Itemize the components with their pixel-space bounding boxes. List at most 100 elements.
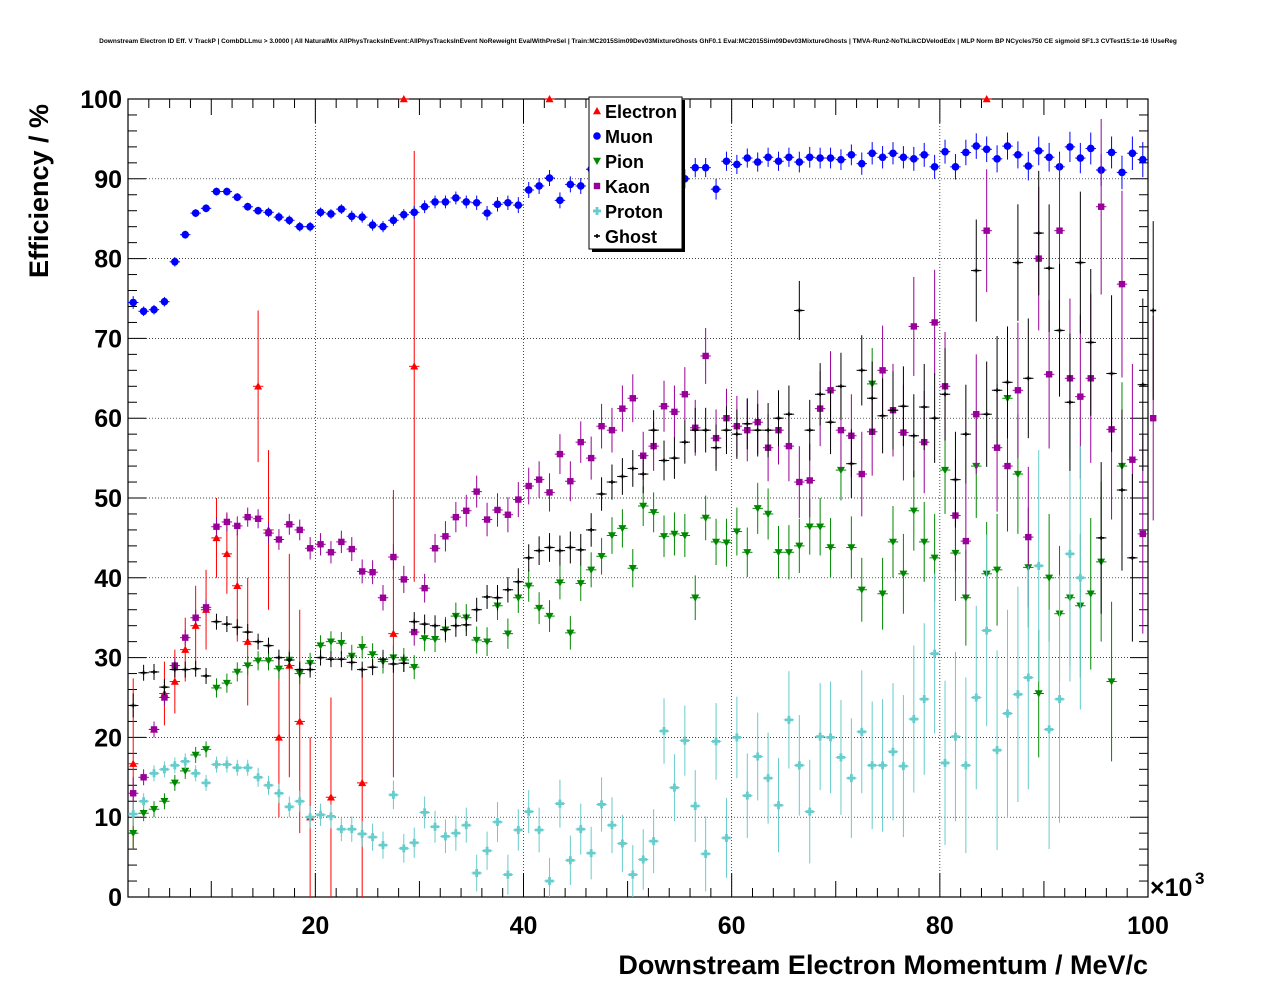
ghost-point <box>398 654 410 672</box>
ghost-marker <box>317 655 324 660</box>
muon-marker <box>545 174 554 182</box>
proton-point <box>388 780 399 810</box>
ghost-marker <box>390 661 397 666</box>
pion-point <box>471 626 482 654</box>
pion-point <box>669 512 680 556</box>
proton-marker <box>1003 709 1012 718</box>
kaon-point <box>908 276 920 376</box>
muon-marker <box>254 206 262 215</box>
pion-point <box>690 575 701 621</box>
pion-marker <box>826 544 835 552</box>
electron-marker <box>358 778 367 787</box>
pion-point <box>575 565 586 601</box>
proton-marker <box>462 821 471 830</box>
pion-marker <box>597 553 606 561</box>
proton-marker <box>670 783 679 792</box>
proton-marker <box>889 747 897 756</box>
electron-marker <box>233 581 242 589</box>
ghost-point <box>388 655 399 673</box>
proton-point <box>419 796 430 829</box>
electron-point <box>356 668 368 897</box>
proton-marker <box>337 825 346 834</box>
kaon-point <box>513 482 524 518</box>
proton-marker <box>847 774 856 783</box>
proton-point <box>544 857 555 897</box>
ghost-point <box>200 667 212 684</box>
pion-marker <box>764 510 773 518</box>
proton-point <box>752 712 763 801</box>
kaon-marker <box>442 533 449 540</box>
ghost-marker <box>702 428 709 433</box>
ghost-marker <box>775 416 782 421</box>
proton-marker <box>909 715 918 724</box>
pion-marker <box>222 679 231 688</box>
proton-marker <box>951 732 960 741</box>
kaon-marker <box>973 411 980 418</box>
ghost-marker <box>182 667 189 672</box>
pion-marker <box>909 507 918 515</box>
series-proton <box>128 426 1086 897</box>
proton-point <box>804 759 815 864</box>
pion-marker <box>899 570 908 578</box>
muon-point <box>1033 136 1044 166</box>
pion-point <box>898 533 909 614</box>
kaon-marker <box>411 628 418 636</box>
pion-point <box>232 662 243 682</box>
kaon-point <box>575 421 586 463</box>
pion-point <box>533 592 545 625</box>
muon-marker <box>1138 155 1147 164</box>
ghost-marker <box>452 623 459 628</box>
proton-point <box>700 816 711 892</box>
ghost-point <box>315 649 326 666</box>
muon-marker <box>524 186 533 194</box>
proton-marker <box>1034 561 1043 570</box>
ghost-point <box>742 398 753 450</box>
kaon-marker <box>577 438 584 446</box>
legend-marker-proton <box>593 207 601 216</box>
ghost-marker <box>858 368 865 373</box>
proton-marker <box>649 837 658 846</box>
proton-point <box>461 807 472 843</box>
kaon-marker <box>525 482 532 490</box>
kaon-point <box>252 509 264 529</box>
pion-point <box>409 655 420 680</box>
proton-point <box>710 703 722 780</box>
kaon-marker <box>1014 387 1022 394</box>
pion-marker <box>316 642 325 650</box>
pion-point <box>606 517 618 554</box>
ghost-marker <box>765 428 772 433</box>
ghost-marker <box>432 623 439 628</box>
kaon-point <box>565 461 576 502</box>
ghost-point <box>440 619 451 641</box>
ghost-marker <box>255 639 262 644</box>
kaon-point <box>617 385 628 432</box>
pion-point <box>648 492 659 533</box>
kaon-marker <box>223 518 231 526</box>
proton-marker <box>514 825 523 834</box>
proton-marker <box>202 778 211 787</box>
muon-marker <box>1024 162 1033 170</box>
kaon-marker <box>796 478 803 486</box>
kaon-marker <box>879 367 886 374</box>
proton-point <box>960 677 972 854</box>
muon-marker <box>160 297 169 306</box>
pion-point <box>596 537 607 575</box>
pion-marker <box>941 466 950 475</box>
ghost-marker <box>536 548 543 553</box>
kaon-point <box>388 544 399 570</box>
proton-point <box>846 718 857 838</box>
ghost-marker <box>1004 380 1011 385</box>
muon-point <box>356 211 368 223</box>
muon-point <box>450 191 462 205</box>
muon-marker <box>441 198 450 206</box>
kaon-marker <box>1045 371 1053 378</box>
kaon-marker <box>161 694 168 701</box>
ghost-marker <box>1118 488 1125 493</box>
muon-point <box>346 210 357 222</box>
proton-point <box>596 777 607 832</box>
proton-marker <box>139 797 148 806</box>
kaon-point <box>679 367 691 422</box>
kaon-point <box>554 434 566 475</box>
ghost-marker <box>411 619 418 624</box>
ghost-point <box>814 363 826 426</box>
